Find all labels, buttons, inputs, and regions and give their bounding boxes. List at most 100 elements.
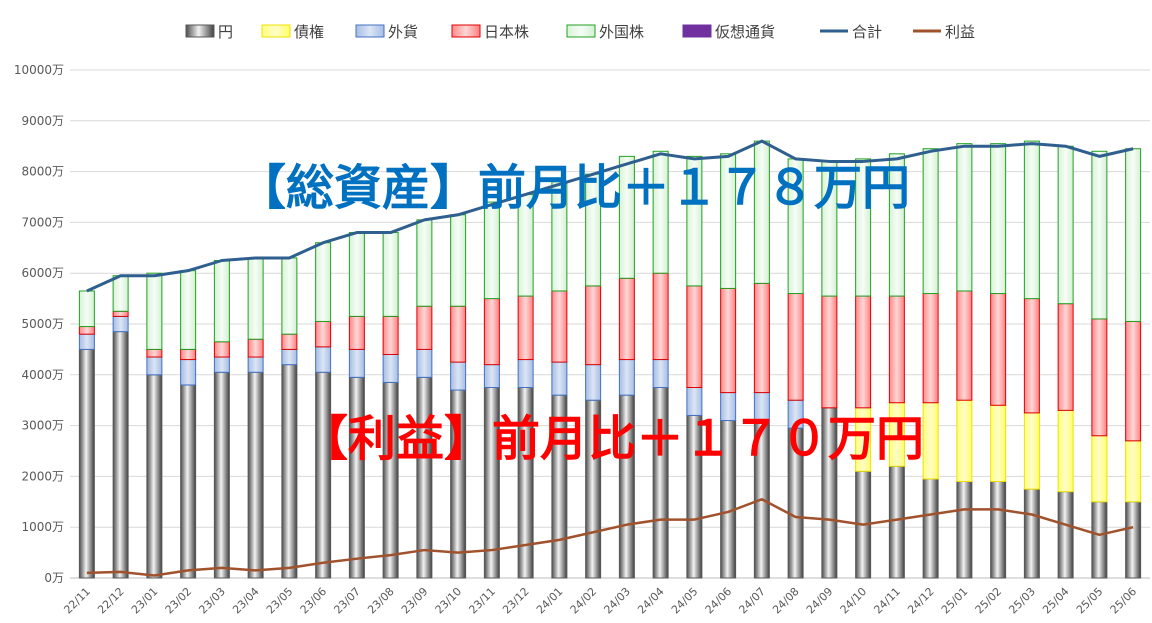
legend-yen: 円 [185,23,233,41]
bar-japan-stock [1023,298,1040,414]
x-tick-label: 25/04 [1040,585,1072,617]
bar-yen [1125,501,1142,579]
bar-foreign-stock [315,242,332,322]
x-tick-label: 23/03 [196,585,228,617]
x-tick-label: 22/12 [95,585,127,617]
bar-foreign-stock [180,270,197,350]
x-tick-label: 23/01 [129,585,161,617]
bar-japan-stock [652,272,669,361]
bar-foreign-stock [720,153,737,289]
bar-foreign-stock [348,232,365,317]
x-tick-label: 24/03 [601,585,633,617]
x-tick-label: 24/05 [669,585,701,617]
bar-japan-stock [821,295,838,409]
bar-japan-stock [1057,303,1074,411]
bar-yen [1091,501,1108,579]
legend-label: 外貨 [388,23,418,41]
bar-fx [618,359,635,396]
bar-fx [652,359,669,388]
legend-label: 利益 [945,23,975,41]
y-tick-label: 6000万 [21,266,64,280]
profit-line [86,498,1134,577]
x-tick-label: 23/02 [163,585,195,617]
bar-yen [348,376,365,579]
bar-yen [247,371,264,579]
x-tick-label: 24/12 [905,585,937,617]
bar-japan-stock [888,295,905,404]
bar-foreign-stock [247,257,264,340]
bar-foreign-stock [1023,140,1040,300]
bar-fx [483,364,500,389]
x-tick-label: 24/08 [770,585,802,617]
bar-japan-stock [787,293,804,401]
bar-fx [78,333,95,350]
y-tick-label: 7000万 [21,215,64,229]
bar-foreign-stock [1091,150,1108,320]
profit-annotation: 【利益】前月比＋１７０万円 [300,411,924,467]
y-tick-label: 8000万 [21,165,64,179]
bar-foreign-stock [956,143,973,292]
bar-bond [990,404,1007,482]
bar-japan-stock [956,290,973,401]
bar-foreign-stock [112,275,129,312]
x-tick-label: 24/06 [703,585,735,617]
bar-foreign-stock [450,214,467,307]
bar-foreign-stock [618,155,635,279]
bar-bond [1125,440,1142,503]
legend-fx: 外貨 [355,23,418,41]
y-tick-label: 3000万 [21,419,64,433]
legend-profit: 利益 [913,23,975,41]
x-tick-label: 24/10 [838,585,870,617]
x-tick-label: 25/01 [939,585,971,617]
x-tick-label: 24/04 [635,585,667,617]
legend-label: 債権 [294,23,324,41]
bar-fx [348,348,365,378]
bar-japan-stock [315,320,332,348]
bar-japan-stock [146,348,163,358]
bar-fx [551,361,568,396]
bar-bond [1057,409,1074,493]
legend-swatch [261,24,291,38]
x-tick-label: 23/04 [230,585,262,617]
bar-yen [956,480,973,579]
bar-japan-stock [855,295,872,409]
bar-fx [213,356,230,373]
legend: 円 債権 外貨 日本株 外国株 仮想通貨 合計 利益 [185,23,975,41]
x-tick-label: 25/03 [1006,585,1038,617]
x-tick-label: 24/02 [568,585,600,617]
x-tick-label: 23/09 [399,585,431,617]
y-tick-label: 10000万 [14,63,64,77]
bar-foreign-stock [416,219,433,307]
bar-foreign-stock [922,148,939,295]
x-tick-label: 24/01 [534,585,566,617]
bar-fx [382,353,399,383]
x-tick-label: 25/06 [1108,585,1140,617]
bar-japan-stock [753,282,770,394]
legend-swatch [682,24,712,38]
bar-yen [315,371,332,579]
legend-swatch [451,24,481,38]
bar-japan-stock [922,293,939,404]
x-tick-label: 23/07 [331,585,363,617]
bar-japan-stock [551,290,568,363]
bar-foreign-stock [686,155,703,287]
legend-swatch [355,24,385,38]
x-tick-label: 23/10 [433,585,465,617]
bar-yen [888,465,905,579]
y-tick-label: 9000万 [21,114,64,128]
bar-bond [1023,412,1040,490]
bar-japan-stock [281,333,298,350]
bar-foreign-stock [1057,145,1074,305]
bar-fx [416,348,433,378]
bar-yen [1023,488,1040,579]
bar-japan-stock [990,293,1007,406]
bar-yen [990,480,1007,579]
bar-foreign-stock [990,143,1007,295]
bar-japan-stock [483,298,500,366]
legend-swatch [185,24,215,38]
y-tick-label: 0万 [44,571,64,585]
legend-swatch [566,24,596,38]
bar-fx [146,356,163,376]
legend-label: 合計 [852,23,882,41]
